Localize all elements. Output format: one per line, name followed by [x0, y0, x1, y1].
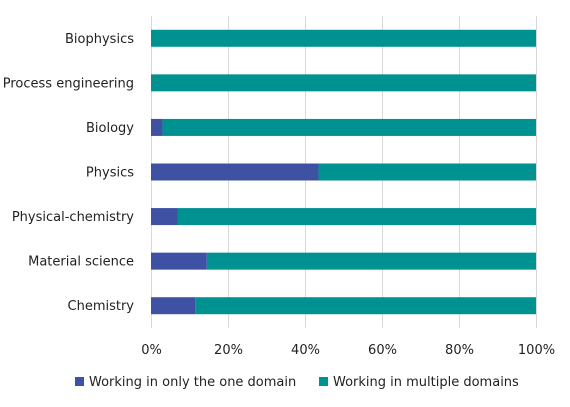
- category-label: Physical-chemistry: [12, 210, 134, 225]
- bars: [151, 29, 537, 315]
- x-tick-label: 20%: [214, 343, 243, 358]
- legend: Working in only the one domain Working in…: [75, 375, 519, 390]
- category-label: Biophysics: [65, 32, 134, 47]
- x-tick-label: 80%: [445, 343, 474, 358]
- legend-swatch: [319, 377, 328, 386]
- bar-single-domain: [151, 252, 207, 270]
- x-tick-label: 40%: [291, 343, 320, 358]
- category-label: Process engineering: [3, 76, 134, 91]
- bar-multiple-domains: [177, 208, 536, 226]
- bar-single-domain: [151, 163, 319, 181]
- x-tick-label: 0%: [141, 343, 162, 358]
- legend-label: Working in multiple domains: [333, 375, 519, 390]
- bar-multiple-domains: [151, 29, 536, 47]
- bar-single-domain: [151, 297, 196, 315]
- category-label: Physics: [86, 166, 134, 181]
- category-label: Biology: [86, 121, 134, 136]
- legend-label: Working in only the one domain: [89, 375, 296, 390]
- category-labels: Biophysics Process engineering Biology Phys…: [3, 32, 135, 314]
- x-tick-labels: 0% 20% 40% 60% 80% 100%: [141, 343, 555, 358]
- x-tick-label: 60%: [368, 343, 397, 358]
- legend-swatch: [75, 377, 84, 386]
- category-label: Material science: [28, 255, 134, 270]
- bar-multiple-domains: [151, 74, 536, 92]
- bar-multiple-domains: [195, 297, 536, 315]
- bar-multiple-domains: [206, 252, 536, 270]
- bar-single-domain: [151, 208, 178, 226]
- bar-multiple-domains: [318, 163, 536, 181]
- bar-single-domain: [151, 118, 163, 136]
- category-label: Chemistry: [68, 299, 135, 314]
- x-tick-label: 100%: [518, 343, 555, 358]
- bar-multiple-domains: [162, 118, 537, 136]
